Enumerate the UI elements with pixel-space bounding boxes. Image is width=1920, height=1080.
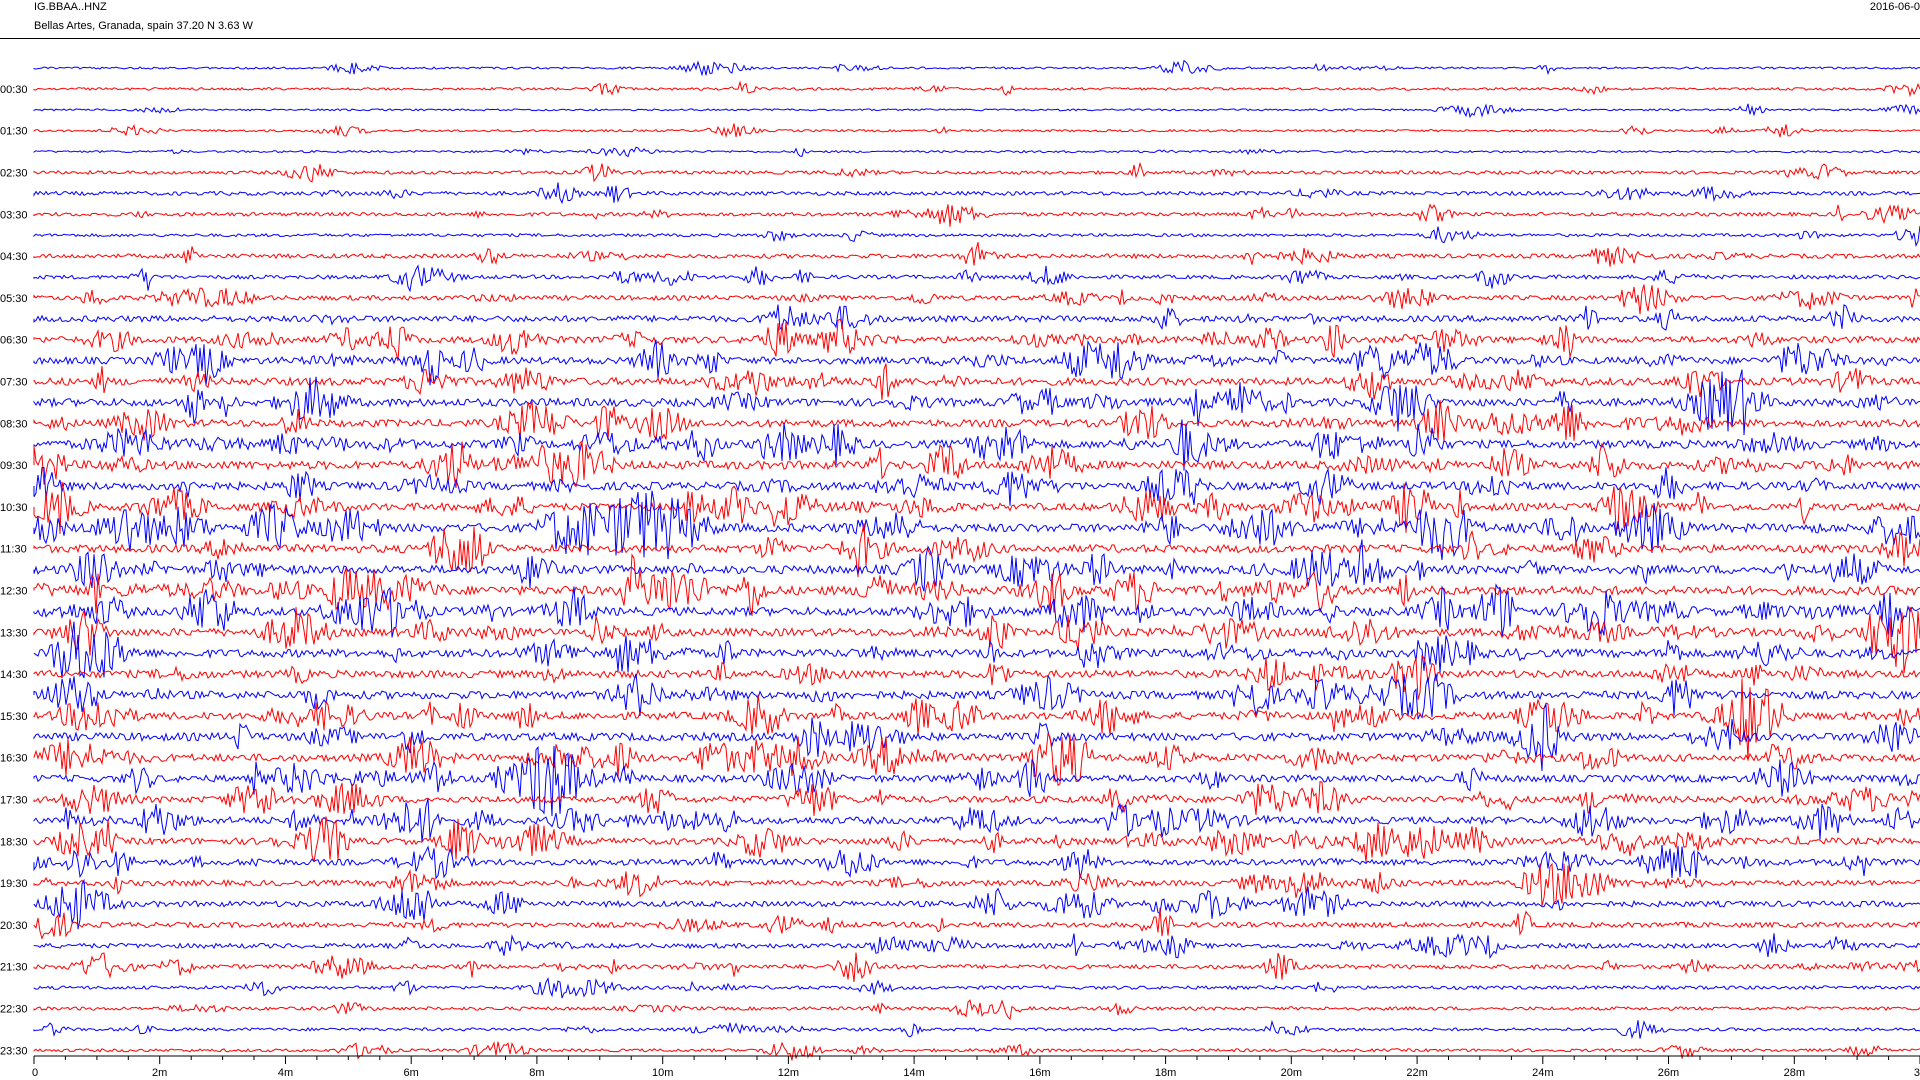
trace-row-46 [33, 1019, 1920, 1040]
trace-row-24 [33, 539, 1920, 592]
trace-row-21 [33, 481, 1920, 534]
trace-row-26 [33, 583, 1920, 638]
trace-row-4 [33, 146, 1920, 158]
trace-row-35 [33, 780, 1920, 816]
x-tick-label: 16m [1029, 1067, 1050, 1079]
trace-row-14 [33, 339, 1920, 386]
trace-row-43 [33, 952, 1920, 983]
trace-row-45 [33, 999, 1920, 1021]
hour-label: 03:30 [0, 209, 28, 221]
hour-label: 10:30 [0, 502, 28, 514]
trace-row-22 [33, 490, 1920, 561]
hour-label: 21:30 [0, 962, 28, 974]
trace-row-18 [33, 419, 1920, 471]
x-tick-label: 12m [778, 1067, 799, 1079]
x-tick-label: 2m [152, 1067, 167, 1079]
trace-row-40 [33, 878, 1920, 930]
trace-row-19 [33, 440, 1920, 489]
hour-label: 14:30 [0, 669, 28, 681]
x-tick-label: 24m [1532, 1067, 1553, 1079]
header-divider [0, 38, 1920, 39]
x-tick-label: 0 [32, 1067, 38, 1079]
plot-date: 2016-06-0 [1869, 1, 1920, 13]
x-tick-label: 22m [1406, 1067, 1427, 1079]
hour-label: 18:30 [0, 836, 28, 848]
trace-row-15 [33, 363, 1920, 400]
trace-row-44 [33, 976, 1920, 999]
hour-label: 00:30 [0, 84, 28, 96]
trace-row-36 [33, 798, 1920, 843]
trace-row-20 [33, 466, 1920, 506]
trace-row-12 [33, 304, 1920, 331]
trace-row-11 [33, 284, 1920, 315]
trace-row-16 [33, 369, 1920, 436]
trace-row-10 [33, 264, 1920, 293]
x-tick-label: 30 [1914, 1067, 1920, 1079]
trace-row-13 [33, 318, 1920, 362]
x-tick-label: 26m [1658, 1067, 1679, 1079]
hour-label: 06:30 [0, 335, 28, 347]
trace-row-0 [33, 59, 1920, 77]
trace-row-27 [33, 606, 1920, 674]
trace-row-6 [33, 182, 1920, 205]
x-tick-label: 14m [903, 1067, 924, 1079]
hour-label: 22:30 [0, 1004, 28, 1016]
hour-label: 08:30 [0, 418, 28, 430]
hour-label: 05:30 [0, 293, 28, 305]
trace-row-30 [33, 673, 1920, 720]
trace-row-2 [33, 103, 1920, 119]
x-tick-label: 20m [1281, 1067, 1302, 1079]
hour-label: 13:30 [0, 627, 28, 639]
trace-row-37 [33, 816, 1920, 863]
station-location: Bellas Artes, Granada, spain 37.20 N 3.6… [34, 20, 253, 32]
x-tick-label: 8m [529, 1067, 544, 1079]
trace-row-23 [33, 523, 1920, 578]
trace-row-42 [33, 933, 1920, 959]
trace-row-9 [33, 242, 1920, 267]
hour-label: 15:30 [0, 711, 28, 723]
hour-label: 11:30 [0, 544, 27, 556]
trace-row-17 [33, 400, 1920, 442]
trace-row-41 [33, 907, 1920, 940]
trace-row-33 [33, 731, 1920, 787]
trace-row-28 [33, 621, 1920, 679]
hour-label: 12:30 [0, 586, 28, 598]
x-tick-label: 18m [1155, 1067, 1176, 1079]
hour-label: 19:30 [0, 878, 28, 890]
trace-row-5 [33, 161, 1920, 183]
x-tick-label: 6m [404, 1067, 419, 1079]
trace-row-8 [33, 225, 1920, 248]
trace-row-31 [33, 678, 1920, 761]
x-tick-label: 10m [652, 1067, 673, 1079]
hour-label: 02:30 [0, 168, 28, 180]
hour-label: 17:30 [0, 795, 28, 807]
trace-row-39 [33, 862, 1920, 907]
trace-row-29 [33, 654, 1920, 700]
trace-row-3 [33, 123, 1920, 139]
hour-label: 09:30 [0, 460, 28, 472]
trace-row-7 [33, 203, 1920, 227]
hour-label: 16:30 [0, 753, 28, 765]
trace-row-1 [33, 80, 1920, 98]
station-code: IG.BBAA..HNZ [34, 1, 107, 13]
x-tick-label: 28m [1784, 1067, 1805, 1079]
trace-row-32 [33, 703, 1920, 771]
hour-label: 23:30 [0, 1045, 28, 1057]
trace-row-47 [33, 1041, 1920, 1061]
hour-label: 04:30 [0, 251, 28, 263]
hour-label: 01:30 [0, 126, 28, 138]
trace-row-34 [33, 745, 1920, 817]
hour-label: 07:30 [0, 377, 28, 389]
trace-row-25 [33, 553, 1920, 616]
x-tick-label: 4m [278, 1067, 293, 1079]
hour-label: 20:30 [0, 920, 28, 932]
trace-row-38 [33, 845, 1920, 880]
